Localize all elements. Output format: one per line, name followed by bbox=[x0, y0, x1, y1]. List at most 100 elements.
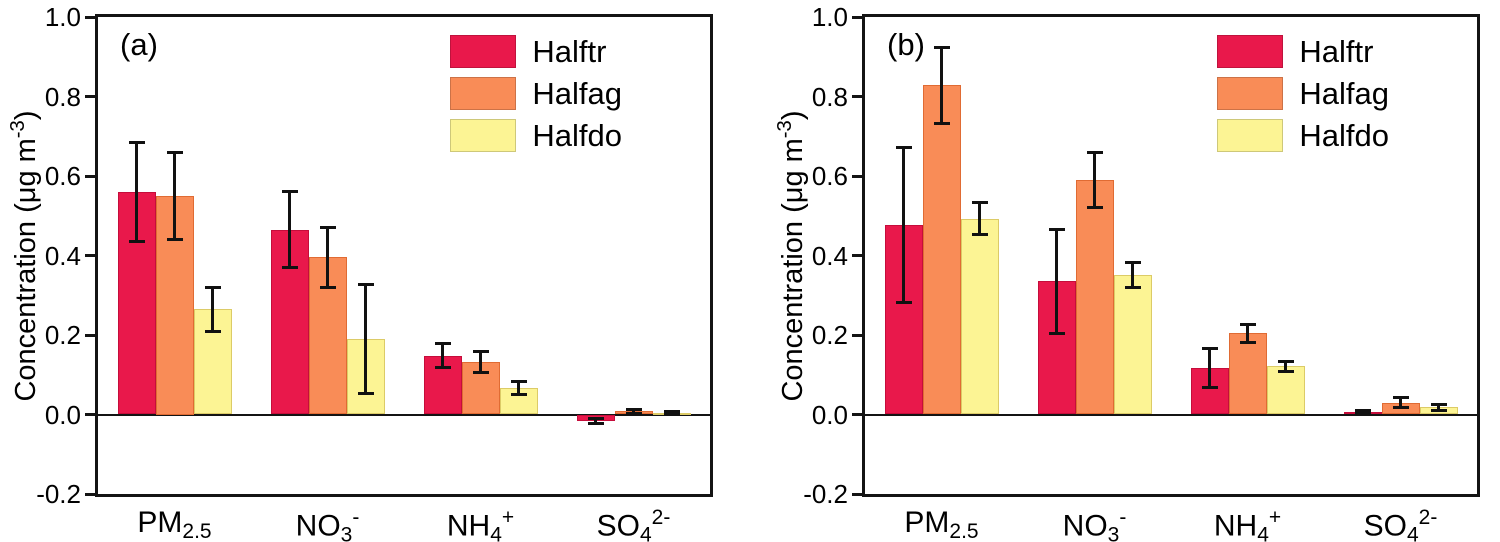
y-tick-label: 0.2 bbox=[44, 320, 81, 350]
error-bar-cap bbox=[933, 46, 950, 50]
legend-swatch-halfag bbox=[450, 77, 517, 110]
error-bar bbox=[517, 381, 520, 395]
y-tick-mark bbox=[852, 95, 863, 98]
error-bar-cap bbox=[1086, 150, 1103, 154]
x-tick-label-nh: NH4+ bbox=[1213, 506, 1282, 542]
error-bar-cap bbox=[166, 150, 183, 154]
panel-label: (a) bbox=[120, 27, 158, 62]
error-bar bbox=[594, 418, 597, 424]
legend-label: Halfag bbox=[532, 76, 622, 111]
error-bar bbox=[364, 284, 367, 394]
error-bar-cap bbox=[971, 201, 988, 205]
error-bar-cap bbox=[357, 391, 374, 395]
y-tick-label: 0.8 bbox=[44, 81, 81, 112]
y-tick-label: 0.4 bbox=[44, 240, 81, 271]
error-bar-cap bbox=[1201, 346, 1218, 350]
y-tick-label: 1.0 bbox=[811, 2, 848, 32]
y-tick-label: 0.0 bbox=[44, 399, 81, 430]
error-bar-cap bbox=[895, 145, 912, 149]
legend-label: Halftr bbox=[1299, 34, 1374, 69]
error-bar-cap bbox=[1430, 403, 1447, 407]
error-bar-cap bbox=[1048, 331, 1065, 335]
legend-swatch-halfag bbox=[1217, 77, 1284, 110]
error-bar bbox=[288, 191, 291, 268]
error-bar-cap bbox=[1201, 385, 1218, 389]
error-bar-cap bbox=[625, 407, 642, 411]
error-bar-cap bbox=[319, 285, 336, 289]
error-bar bbox=[978, 202, 981, 235]
error-bar-cap bbox=[663, 410, 680, 414]
panel-label: (b) bbox=[887, 27, 925, 62]
error-bar-cap bbox=[663, 412, 680, 416]
error-bar bbox=[441, 343, 444, 368]
y-tick-label: -0.2 bbox=[803, 479, 848, 509]
error-bar bbox=[135, 142, 138, 242]
error-bar-cap bbox=[971, 232, 988, 236]
bar-halfag-no bbox=[1075, 179, 1114, 415]
y-axis-title: Concentration (μg m-3) bbox=[773, 109, 810, 402]
error-bar bbox=[940, 47, 943, 124]
error-bar-cap bbox=[587, 416, 604, 420]
error-bar-cap bbox=[895, 300, 912, 304]
legend-swatch-halftr bbox=[1217, 35, 1284, 68]
error-bar-cap bbox=[1392, 405, 1409, 409]
error-bar bbox=[1093, 152, 1096, 208]
plot-b: 1.0 0.8 0.6 0.4 0.2 0.0 -0.2 Concentration (μg … bbox=[774, 3, 1480, 542]
error-bar-cap bbox=[587, 421, 604, 425]
x-tick-label-no: NO3- bbox=[295, 506, 360, 542]
plot-a: 1.0 0.8 0.6 0.4 0.2 0.0 -0.2 Concentration (μg … bbox=[7, 3, 713, 542]
y-tick-mark bbox=[852, 254, 863, 257]
y-tick-mark bbox=[85, 15, 96, 19]
x-tick-label-so: SO42- bbox=[1363, 506, 1438, 542]
error-bar-cap bbox=[434, 341, 451, 345]
error-bar bbox=[1437, 404, 1440, 411]
x-tick-label-pm: PM2.5 bbox=[904, 506, 979, 542]
bar-halfag-pm bbox=[922, 85, 961, 415]
legend-swatch-halfdo bbox=[450, 119, 517, 152]
bar-halfdo-pm bbox=[193, 309, 232, 415]
y-tick-mark bbox=[85, 174, 96, 178]
bar-halfag-nh bbox=[1228, 333, 1267, 415]
error-bar-cap bbox=[1277, 370, 1294, 374]
error-bar bbox=[1399, 397, 1402, 408]
error-bar-cap bbox=[1354, 409, 1371, 413]
error-bar-cap bbox=[434, 366, 451, 370]
y-tick-label: 0.8 bbox=[811, 81, 848, 112]
error-bar-cap bbox=[1124, 286, 1141, 290]
bar-halfdo-nh bbox=[1266, 366, 1305, 415]
y-tick-mark bbox=[852, 174, 863, 178]
y-tick-mark bbox=[85, 254, 96, 257]
legend-item-halftr: Halftr bbox=[1217, 35, 1389, 68]
legend-label: Halftr bbox=[532, 34, 607, 69]
error-bar bbox=[1055, 229, 1058, 333]
error-bar-cap bbox=[128, 140, 145, 144]
legend-item-halfdo: Halfdo bbox=[450, 119, 622, 152]
error-bar-cap bbox=[204, 329, 221, 333]
x-tick-label-nh: NH4+ bbox=[446, 506, 515, 542]
error-bar-cap bbox=[1354, 412, 1371, 416]
error-bar bbox=[1361, 410, 1364, 414]
y-tick-label: -0.2 bbox=[36, 479, 81, 509]
error-bar-cap bbox=[166, 238, 183, 242]
y-tick-mark bbox=[85, 492, 96, 496]
legend-label: Halfag bbox=[1299, 76, 1389, 111]
legend-label: Halfdo bbox=[1299, 118, 1389, 153]
error-bar-cap bbox=[472, 371, 489, 375]
error-bar bbox=[1284, 361, 1287, 372]
y-tick-label: 0.4 bbox=[811, 240, 848, 271]
error-bar-cap bbox=[128, 240, 145, 244]
legend-item-halfag: Halfag bbox=[450, 77, 622, 110]
y-tick-mark bbox=[852, 413, 863, 416]
y-tick-mark bbox=[852, 333, 863, 337]
x-tick-label-pm: PM2.5 bbox=[137, 506, 212, 542]
error-bar-cap bbox=[1239, 322, 1256, 326]
x-tick-label-so: SO42- bbox=[596, 506, 671, 542]
error-bar-cap bbox=[1086, 206, 1103, 210]
error-bar bbox=[1131, 262, 1134, 288]
zero-axis-line bbox=[865, 413, 1477, 416]
y-tick-mark bbox=[852, 492, 863, 496]
error-bar-cap bbox=[510, 392, 527, 396]
error-bar bbox=[902, 147, 905, 303]
error-bar-cap bbox=[1048, 228, 1065, 232]
